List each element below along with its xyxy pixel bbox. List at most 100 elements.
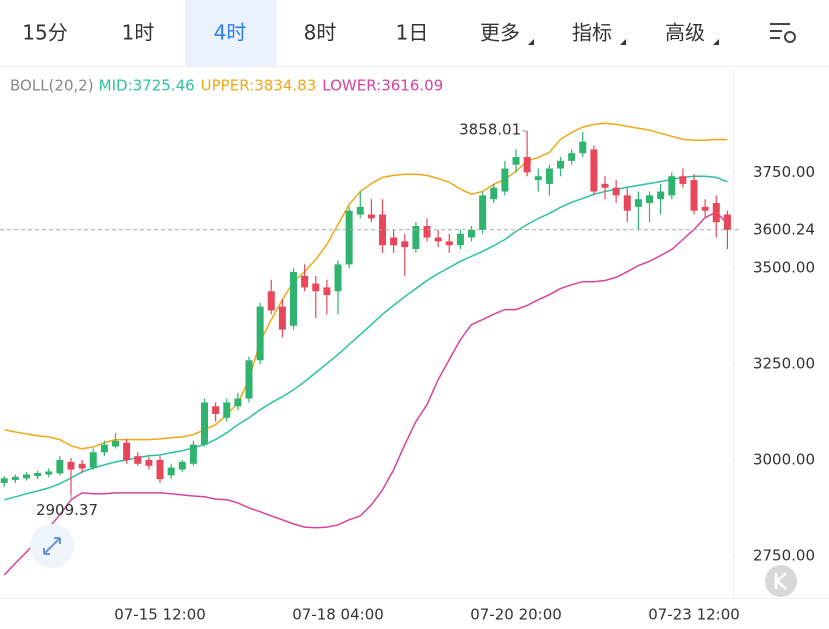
- candle-body: [345, 210, 353, 265]
- candle-body: [189, 444, 197, 464]
- candle-body: [723, 214, 731, 230]
- candle-body: [668, 176, 676, 196]
- legend-entry: MID:3725.46: [99, 77, 195, 95]
- candle-body: [434, 237, 442, 242]
- last-price-label: 3600.24: [753, 220, 815, 238]
- candle-body: [523, 157, 531, 173]
- candle-body: [34, 472, 42, 477]
- candle-body: [590, 149, 598, 192]
- candle-body: [512, 157, 520, 165]
- tab[interactable]: 1时: [122, 21, 155, 45]
- candle-body: [278, 306, 286, 330]
- legend-entry: LOWER:3616.09: [322, 77, 443, 95]
- indicator-name: BOLL(20,2): [10, 77, 94, 95]
- candle-body: [156, 459, 164, 480]
- tab[interactable]: 4时: [214, 21, 247, 45]
- candle-body: [390, 237, 398, 246]
- boll-line: [3, 211, 728, 576]
- candle-body: [123, 442, 131, 460]
- x-tick-label: 07-23 12:00: [648, 606, 740, 624]
- candle-body: [245, 360, 253, 399]
- candle-body: [145, 459, 153, 466]
- tab[interactable]: 8时: [304, 21, 337, 45]
- candle-body: [379, 214, 387, 246]
- boll-line: [4, 122, 728, 450]
- candle-body: [557, 160, 565, 169]
- x-tick-label: 07-20 20:00: [470, 606, 562, 624]
- candle-body: [11, 476, 19, 480]
- candle-body: [234, 398, 242, 407]
- max-price-label: 3858.01: [459, 120, 521, 138]
- candle-body: [568, 153, 576, 161]
- candle-body: [534, 176, 542, 181]
- candle-body: [468, 229, 476, 238]
- tab[interactable]: 指标: [572, 21, 612, 45]
- candle-body: [401, 241, 409, 248]
- tab[interactable]: 更多: [480, 21, 520, 45]
- candle-body: [456, 233, 464, 246]
- tab[interactable]: 15分: [22, 21, 67, 45]
- candle-body: [89, 452, 97, 468]
- candle-body: [612, 187, 620, 196]
- boll-line: [4, 175, 728, 501]
- candle-body: [256, 306, 264, 361]
- y-tick-label: 3250.00: [753, 355, 815, 373]
- candle-body: [601, 183, 609, 188]
- legend-entry: UPPER:3834.83: [201, 77, 317, 95]
- k-button[interactable]: [765, 565, 797, 597]
- candle-body: [23, 474, 31, 479]
- candle-body: [479, 195, 487, 230]
- dropdown-mark: [528, 39, 534, 45]
- candle-body: [312, 283, 320, 292]
- candle-body: [701, 206, 709, 211]
- candle-body: [356, 206, 364, 215]
- candle-body: [134, 456, 142, 464]
- candle-body: [212, 406, 220, 414]
- candle-body: [167, 467, 175, 476]
- plot: 2750.00 3000.00 3250.00 3500.00 3750.00 07-15…: [0, 120, 815, 624]
- candle-body: [323, 287, 331, 296]
- candle-body: [223, 402, 231, 418]
- dropdown-mark: [620, 39, 626, 45]
- x-tick-label: 07-15 12:00: [114, 606, 206, 624]
- candle-body: [67, 461, 75, 470]
- settings-icon[interactable]: [770, 23, 796, 43]
- candle-body: [290, 272, 298, 326]
- legend: BOLL(20,2) MID:3725.46 UPPER:3834.83 LOWER:…: [10, 77, 443, 95]
- candle-body: [45, 471, 53, 475]
- candle-body: [545, 168, 553, 184]
- x-tick-label: 07-18 04:00: [292, 606, 384, 624]
- tab[interactable]: 1日: [396, 21, 429, 45]
- active-tab-bg: [185, 0, 277, 66]
- candle-body: [490, 187, 498, 200]
- candle-body: [267, 291, 275, 311]
- candle-body: [78, 463, 86, 469]
- candle-body: [646, 195, 654, 204]
- dropdown-mark: [713, 39, 719, 45]
- candle-body: [301, 275, 309, 288]
- expand-button[interactable]: [30, 524, 74, 568]
- candle-body: [634, 199, 642, 207]
- candle-body: [690, 180, 698, 211]
- candle-body: [712, 203, 720, 223]
- y-tick-label: 3500.00: [753, 259, 815, 277]
- candle-body: [0, 478, 8, 483]
- y-tick-label: 3750.00: [753, 163, 815, 181]
- tab-bar: 15分 1时 4时 8时 1日 更多 指标 高级: [22, 21, 705, 45]
- candle-body: [56, 459, 64, 474]
- y-tick-label: 2750.00: [753, 546, 815, 564]
- tab[interactable]: 高级: [665, 21, 705, 45]
- candle-body: [412, 226, 420, 250]
- candle-body: [100, 444, 108, 453]
- candle-body: [657, 191, 665, 200]
- candle-body: [623, 195, 631, 211]
- candle-body: [579, 141, 587, 154]
- candle-body: [679, 176, 687, 184]
- candle-body: [423, 226, 431, 238]
- candle-body: [112, 440, 120, 447]
- candle-body: [367, 214, 375, 219]
- candle-body: [501, 168, 509, 192]
- y-tick-label: 3000.00: [753, 450, 815, 468]
